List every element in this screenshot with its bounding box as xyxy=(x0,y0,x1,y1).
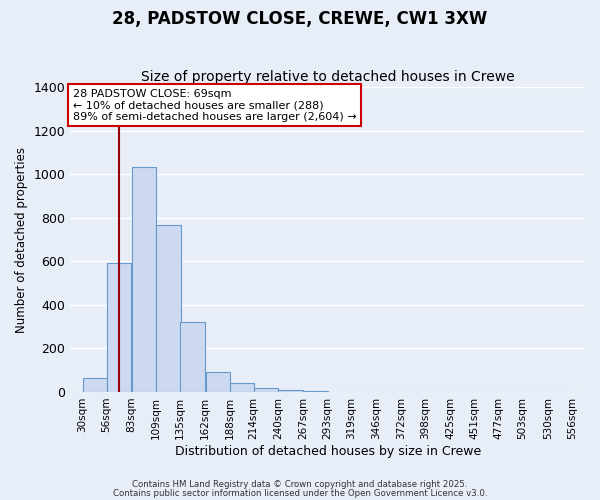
Bar xyxy=(278,390,302,392)
Bar xyxy=(304,391,328,392)
Text: Contains public sector information licensed under the Open Government Licence v3: Contains public sector information licen… xyxy=(113,488,487,498)
Title: Size of property relative to detached houses in Crewe: Size of property relative to detached ho… xyxy=(141,70,514,85)
Text: 28, PADSTOW CLOSE, CREWE, CW1 3XW: 28, PADSTOW CLOSE, CREWE, CW1 3XW xyxy=(112,10,488,28)
Text: Contains HM Land Registry data © Crown copyright and database right 2025.: Contains HM Land Registry data © Crown c… xyxy=(132,480,468,489)
Text: 28 PADSTOW CLOSE: 69sqm
← 10% of detached houses are smaller (288)
89% of semi-d: 28 PADSTOW CLOSE: 69sqm ← 10% of detache… xyxy=(73,88,356,122)
Bar xyxy=(206,372,230,392)
X-axis label: Distribution of detached houses by size in Crewe: Distribution of detached houses by size … xyxy=(175,444,481,458)
Bar xyxy=(230,383,254,392)
Bar xyxy=(107,264,131,392)
Bar xyxy=(132,166,157,392)
Y-axis label: Number of detached properties: Number of detached properties xyxy=(15,146,28,332)
Bar xyxy=(254,388,278,392)
Bar xyxy=(156,226,181,392)
Bar xyxy=(83,378,107,392)
Bar xyxy=(181,322,205,392)
